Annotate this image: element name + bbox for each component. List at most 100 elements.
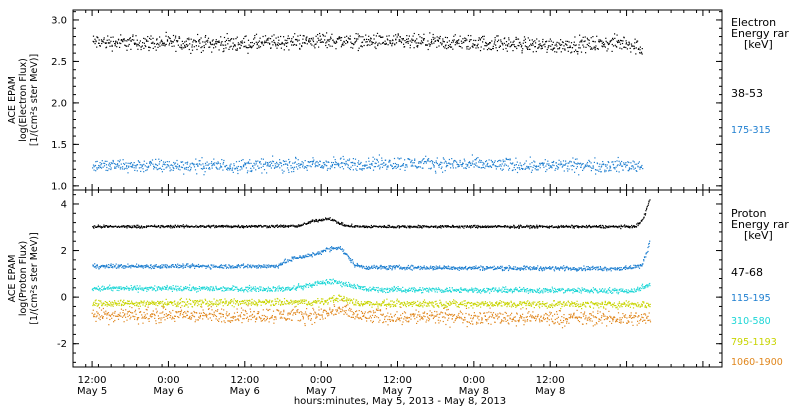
data-point [372, 286, 374, 288]
data-point [246, 225, 248, 227]
data-point [568, 41, 570, 43]
data-point [311, 254, 313, 256]
data-point [574, 36, 576, 38]
data-point [367, 267, 369, 270]
data-point [209, 168, 211, 170]
data-point [535, 50, 537, 53]
data-point [106, 264, 108, 266]
data-point [546, 48, 548, 51]
data-point [117, 264, 119, 266]
data-point [408, 35, 410, 37]
data-point [108, 164, 110, 166]
data-point [407, 225, 409, 227]
data-point [229, 169, 231, 171]
data-point [449, 43, 451, 46]
data-point [451, 158, 453, 160]
data-point [505, 41, 508, 43]
data-point [237, 172, 239, 175]
data-point [370, 290, 372, 292]
data-point [327, 248, 329, 250]
data-point [205, 288, 207, 290]
data-point [272, 155, 274, 157]
data-point [231, 265, 233, 267]
data-point [171, 42, 173, 44]
data-point [607, 42, 609, 44]
data-point [127, 45, 129, 47]
data-point [202, 264, 204, 266]
data-point [92, 164, 95, 166]
data-point [263, 163, 265, 165]
data-point [195, 163, 197, 165]
data-point [625, 162, 627, 164]
data-point [196, 163, 198, 165]
data-point [320, 250, 322, 252]
data-point [291, 257, 293, 259]
data-point [331, 219, 333, 221]
data-point [401, 165, 403, 167]
data-point [556, 165, 558, 167]
data-point [595, 269, 597, 271]
data-point [123, 163, 126, 166]
data-point [193, 288, 195, 290]
data-point [136, 289, 138, 291]
data-point [213, 47, 215, 49]
data-point [455, 40, 458, 42]
data-point [286, 45, 288, 47]
data-point [368, 225, 370, 228]
data-point [401, 38, 403, 40]
data-point [346, 284, 348, 286]
data-point [543, 44, 545, 46]
data-point [335, 247, 337, 249]
data-point [466, 269, 468, 271]
data-point [439, 226, 441, 228]
data-point [443, 226, 445, 228]
data-point [485, 161, 487, 163]
data-point [268, 287, 270, 290]
data-point [505, 47, 507, 50]
data-point [620, 163, 622, 165]
data-point [267, 164, 269, 166]
data-point [102, 40, 104, 42]
data-point [508, 226, 510, 229]
data-point [629, 227, 631, 229]
data-point [358, 287, 360, 289]
data-point [436, 157, 438, 159]
data-point [648, 243, 650, 245]
data-point [193, 226, 195, 228]
data-point [507, 45, 509, 47]
data-point [577, 162, 579, 164]
data-point [255, 266, 258, 268]
data-point [322, 282, 324, 284]
data-point [133, 162, 135, 164]
data-point [625, 164, 627, 166]
data-point [208, 168, 210, 170]
data-point [250, 226, 252, 228]
data-point [416, 267, 418, 269]
data-point [154, 224, 156, 226]
data-point [493, 43, 495, 45]
data-point [117, 163, 119, 165]
data-point [232, 267, 234, 269]
data-point [621, 160, 623, 163]
data-point [252, 45, 254, 47]
data-point [197, 165, 199, 167]
data-point [440, 227, 442, 229]
data-point [169, 286, 171, 288]
data-point [361, 46, 363, 48]
data-point [260, 266, 262, 268]
data-point [194, 169, 197, 171]
data-point [475, 39, 477, 42]
data-point [187, 225, 189, 227]
data-point [241, 40, 243, 42]
data-point [240, 159, 243, 162]
data-point [623, 225, 625, 227]
data-point [604, 46, 606, 48]
data-point [646, 206, 648, 208]
data-point [166, 164, 168, 166]
data-point [137, 226, 139, 228]
data-point [173, 167, 175, 170]
data-point [151, 289, 153, 291]
data-point [141, 165, 143, 168]
data-point [638, 161, 640, 163]
data-point [445, 266, 447, 268]
